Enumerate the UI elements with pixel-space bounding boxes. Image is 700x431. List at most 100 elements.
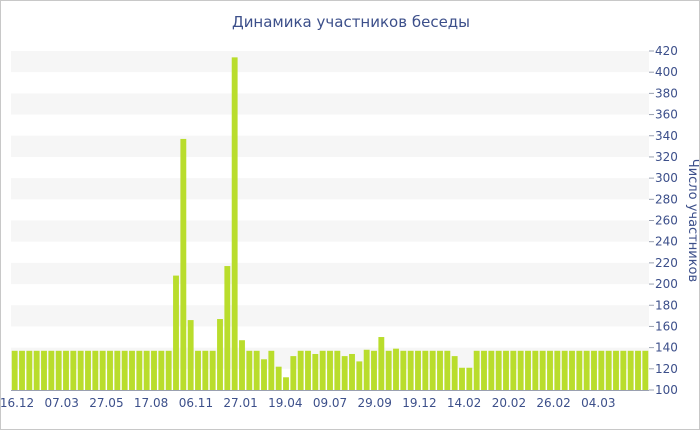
y-tick-label: 140 (655, 341, 678, 355)
x-tick-label: 04.03 (581, 396, 615, 410)
bar (11, 350, 18, 390)
bar (129, 350, 135, 390)
bar (385, 350, 392, 390)
bar (620, 350, 627, 390)
bar (561, 350, 568, 390)
bar (422, 350, 429, 390)
bar (495, 350, 502, 390)
y-tick-label: 240 (655, 235, 678, 249)
bar (627, 350, 634, 390)
bar (165, 350, 172, 390)
bar (459, 367, 465, 390)
bar (268, 350, 275, 390)
bar (407, 350, 414, 390)
bar (400, 350, 407, 390)
grid-band (11, 262, 649, 285)
bar (451, 356, 458, 390)
y-tick-label: 280 (655, 192, 678, 206)
bar (363, 349, 370, 390)
x-tick-label: 07.03 (45, 396, 79, 410)
x-tick-label: 19.04 (268, 396, 302, 410)
bar (517, 350, 524, 390)
x-tick-label: 16.12 (1, 396, 34, 410)
y-tick-label: 340 (655, 129, 678, 143)
bar (532, 350, 539, 390)
bar (85, 350, 91, 390)
bar (158, 350, 165, 390)
bar (187, 320, 194, 390)
bar (217, 319, 223, 390)
bar (209, 350, 216, 390)
x-tick-label: 19.12 (402, 396, 436, 410)
chart-title: Динамика участников беседы (231, 13, 471, 31)
bar (444, 350, 451, 390)
bar (275, 366, 282, 390)
bar (327, 350, 333, 390)
bar (341, 356, 348, 390)
grid-band (11, 305, 649, 327)
grid-band (11, 135, 649, 157)
bar (598, 350, 605, 390)
x-tick-label: 27.05 (89, 396, 123, 410)
bar (173, 275, 179, 390)
bar (283, 377, 289, 390)
bar (55, 350, 62, 390)
bar (77, 350, 84, 390)
y-tick-label: 320 (655, 150, 678, 164)
x-tick-label: 09.07 (313, 396, 347, 410)
bar (41, 350, 47, 390)
bar (239, 340, 245, 390)
x-tick-label: 26.02 (536, 396, 570, 410)
bar (261, 359, 267, 390)
bar (613, 350, 619, 390)
bar (290, 356, 297, 390)
x-tick-label: 27.01 (223, 396, 257, 410)
x-tick-label: 06.11 (179, 396, 213, 410)
y-tick-label: 380 (655, 86, 678, 100)
y-tick-label: 100 (655, 383, 678, 397)
bar (473, 350, 480, 390)
bar (136, 350, 143, 390)
bar (151, 350, 157, 390)
bar (503, 350, 509, 390)
bar (121, 350, 128, 390)
bar (569, 350, 575, 390)
x-tick-label: 17.08 (134, 396, 168, 410)
bar (642, 350, 649, 390)
bar (305, 350, 311, 390)
bar (70, 350, 77, 390)
bar (429, 350, 436, 390)
y-tick-label: 400 (655, 65, 678, 79)
bar (554, 350, 561, 390)
y-tick-label: 220 (655, 256, 678, 270)
grid-band (11, 220, 649, 242)
y-axis-label: Число участников (685, 159, 700, 282)
bar (63, 350, 69, 390)
bar (576, 350, 583, 390)
bar (114, 350, 121, 390)
bar (415, 350, 421, 390)
bar (48, 350, 55, 390)
bar (583, 350, 590, 390)
bar (437, 350, 443, 390)
x-tick-label: 20.02 (492, 396, 526, 410)
bar (466, 367, 473, 390)
grid-band (11, 93, 649, 115)
bar (231, 57, 238, 391)
bar (319, 350, 326, 390)
y-tick-label: 360 (655, 108, 678, 122)
bar (180, 138, 187, 390)
bar (224, 266, 231, 390)
bar (510, 350, 517, 390)
bar (547, 350, 553, 390)
bar (195, 350, 201, 390)
bar (378, 337, 385, 390)
y-tick-label: 420 (655, 44, 678, 58)
bar (99, 350, 106, 390)
bar (371, 350, 377, 390)
bar (202, 350, 209, 390)
bar (525, 350, 531, 390)
bar (33, 350, 40, 390)
y-tick-label: 120 (655, 362, 678, 376)
